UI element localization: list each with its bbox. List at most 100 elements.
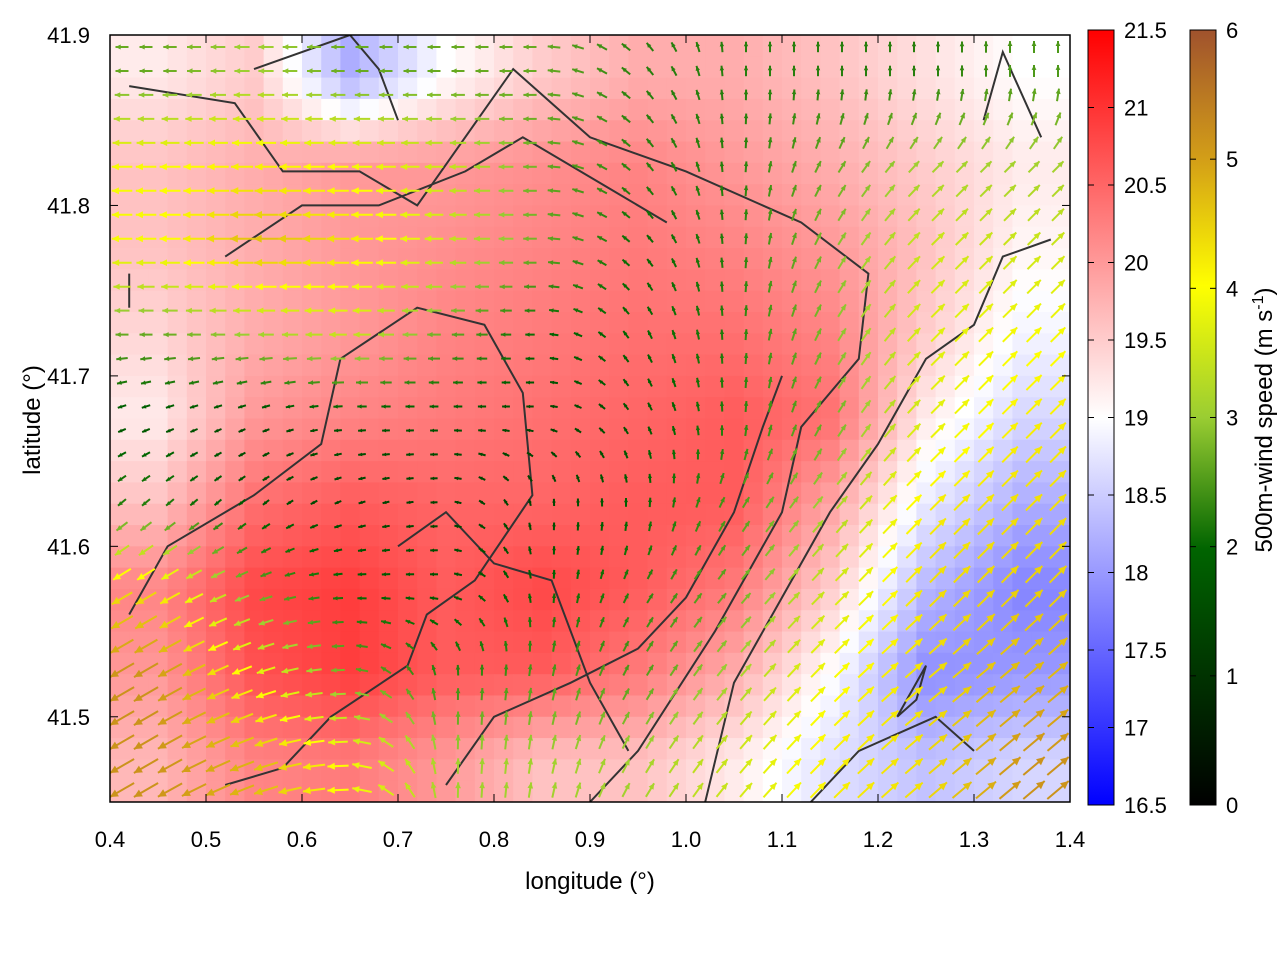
wind-vectors	[110, 41, 1070, 800]
heatmap-cell	[916, 248, 937, 270]
heatmap-cell	[801, 567, 821, 590]
heatmap-cell	[474, 503, 495, 526]
heatmap-cell	[1050, 141, 1070, 164]
wind-vector	[999, 685, 1021, 704]
heatmap-cell	[743, 716, 764, 739]
heatmap-cell	[225, 35, 245, 57]
heatmap-cell	[935, 439, 956, 462]
heatmap-cell	[801, 397, 821, 420]
x-tick-label: 0.7	[383, 827, 414, 852]
wind-vector	[1023, 708, 1045, 728]
heatmap-cell	[359, 141, 380, 164]
heatmap-cell	[436, 695, 457, 718]
heatmap-cell	[129, 674, 149, 697]
heatmap-cell	[321, 525, 341, 547]
heatmap-cell	[513, 35, 533, 57]
heatmap-cell	[858, 397, 879, 420]
wind-vector	[430, 500, 438, 505]
wind-vector	[598, 640, 606, 652]
heatmap-cell	[110, 354, 130, 377]
heatmap-cell	[494, 141, 514, 164]
heatmap-cell	[455, 333, 476, 356]
wind-vector	[646, 569, 654, 580]
heatmap-cell	[878, 56, 898, 79]
heatmap-cell	[129, 205, 149, 228]
heatmap-cell	[551, 397, 572, 420]
heatmap-cell	[974, 162, 994, 185]
heatmap-cell	[782, 290, 802, 313]
heatmap-cell	[340, 77, 361, 100]
wind-vector	[479, 664, 485, 676]
heatmap-cell	[359, 375, 380, 398]
wind-vector	[645, 782, 655, 798]
heatmap-cell	[321, 716, 341, 739]
heatmap-cell	[705, 56, 725, 79]
heatmap-cell	[590, 482, 610, 505]
heatmap-cell	[916, 482, 937, 505]
heatmap-cell	[398, 546, 418, 569]
wind-vector	[623, 569, 629, 580]
heatmap-cell	[129, 184, 149, 207]
wind-vector	[669, 616, 679, 628]
heatmap-cell	[1012, 461, 1033, 484]
heatmap-cell	[359, 716, 380, 739]
heatmap-cell	[225, 162, 245, 185]
heatmap-cell	[417, 482, 437, 505]
heatmap-cell	[1050, 98, 1070, 121]
heatmap-cell	[186, 98, 207, 121]
heatmap-cell	[167, 269, 188, 292]
heatmap-cell	[916, 418, 937, 441]
heatmap-cell	[570, 439, 591, 462]
heatmap-cell	[974, 333, 994, 356]
heatmap-cell	[263, 738, 284, 760]
heatmap-cell	[897, 269, 917, 292]
heatmap-cell	[532, 333, 553, 356]
wind-vector	[355, 667, 369, 673]
wind-vector	[716, 616, 728, 629]
heatmap-cell	[609, 674, 629, 697]
wind-vector	[951, 757, 973, 775]
heatmap-cell	[455, 98, 476, 121]
heatmap-cell	[321, 652, 341, 675]
heatmap-cell	[686, 269, 706, 292]
heatmap-cell	[686, 397, 706, 420]
heatmap-cell	[858, 461, 879, 484]
heatmap-cell	[609, 418, 629, 441]
wind-vector	[645, 687, 655, 701]
wind-vector	[332, 596, 344, 601]
heatmap-cell	[359, 439, 380, 462]
heatmap-cell	[590, 503, 610, 526]
heatmap-cell	[167, 503, 188, 526]
heatmap-cell	[263, 652, 284, 675]
heatmap-cell	[935, 269, 956, 292]
heatmap-cell	[340, 674, 361, 697]
wind-vector	[975, 709, 997, 728]
heatmap-cell	[935, 695, 956, 718]
heatmap-cell	[686, 482, 706, 505]
heatmap-cell	[494, 738, 514, 760]
heatmap-cell	[302, 120, 322, 143]
heatmap-cell	[820, 525, 841, 547]
wind-vector	[999, 661, 1021, 680]
heatmap-cell	[474, 695, 495, 718]
heatmap-cell	[474, 482, 495, 505]
heatmap-cell	[1031, 35, 1052, 57]
heatmap-cell	[186, 311, 207, 334]
wind-vector	[598, 734, 606, 750]
heatmap-cell	[1031, 375, 1052, 398]
wind-vector	[479, 641, 485, 652]
heatmap-cell	[474, 674, 495, 697]
wind-vector	[381, 572, 391, 577]
heatmap-cell	[590, 674, 610, 697]
heatmap-cell	[590, 610, 610, 633]
wind-vector	[977, 541, 995, 560]
heatmap-cell	[282, 56, 303, 79]
wind-vector	[858, 542, 874, 558]
heatmap-cell	[513, 482, 533, 505]
heatmap-cell	[762, 567, 783, 590]
heatmap-cell	[186, 439, 207, 462]
heatmap-cell	[839, 141, 860, 164]
heatmap-cell	[897, 311, 917, 334]
heatmap-cell	[551, 674, 572, 697]
heatmap-cell	[167, 397, 188, 420]
